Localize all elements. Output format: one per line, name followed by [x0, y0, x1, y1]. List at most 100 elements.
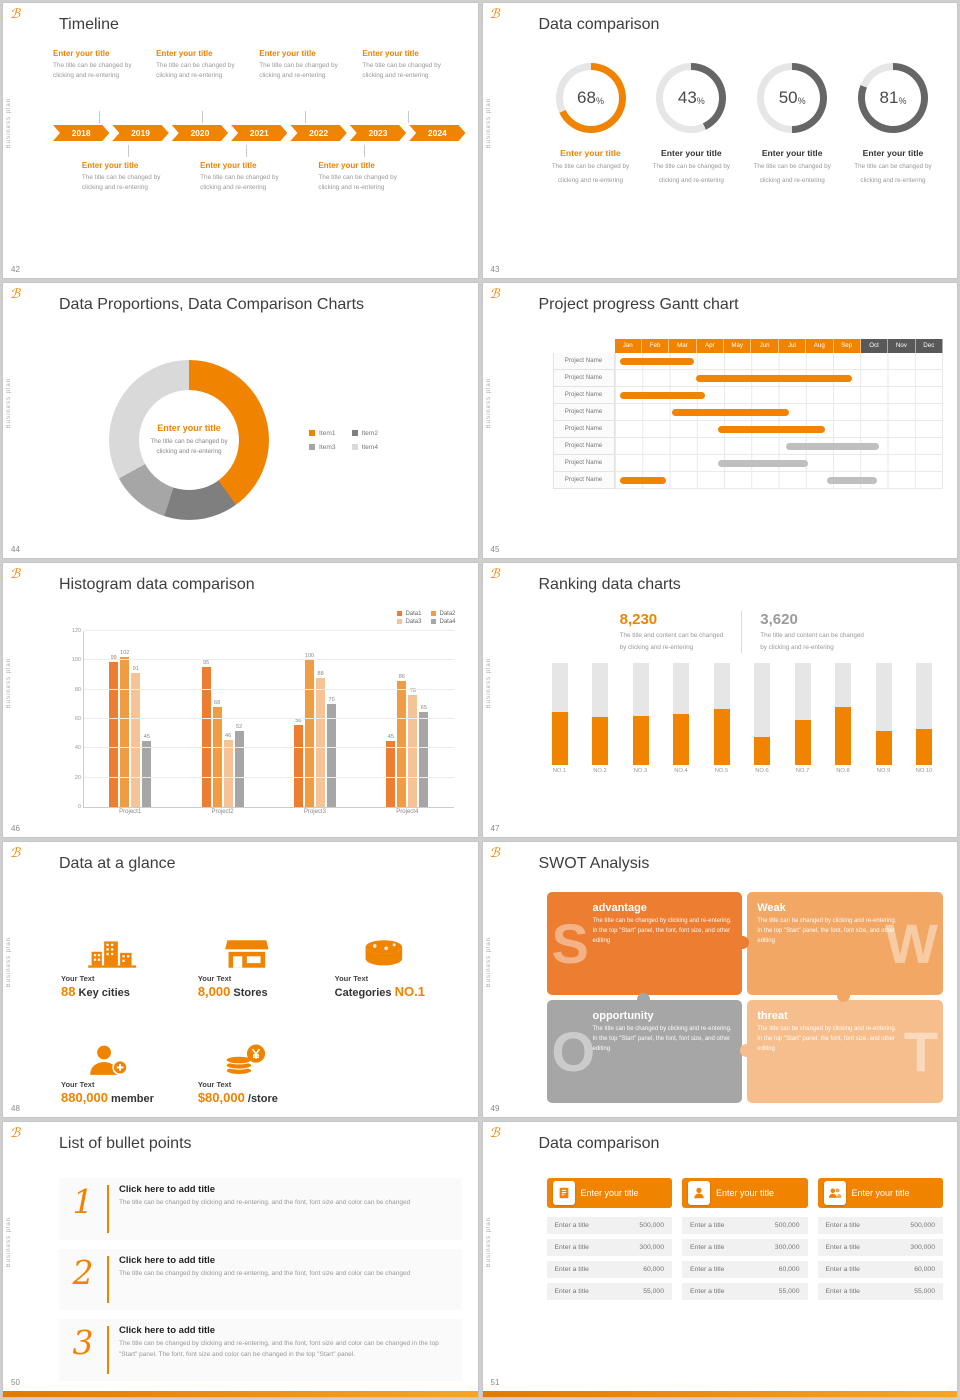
- row-label: Enter a title: [825, 1266, 860, 1274]
- row-label: Enter a title: [690, 1266, 725, 1274]
- slide-title: List of bullet points: [59, 1135, 192, 1153]
- table-row: Enter a title 60,000: [682, 1261, 808, 1279]
- bullet-divider: [107, 1255, 109, 1304]
- bullet-item: 1 Click here to add title The title can be…: [59, 1178, 462, 1240]
- gantt-month: Jan: [614, 338, 642, 353]
- timeline-entry: Enter your title The title can be changed…: [318, 145, 436, 193]
- slide-43-data-comparison[interactable]: ℬ Business plan Data comparison 43 68% En…: [481, 2, 958, 279]
- glance-value: 88 Key cities: [61, 984, 188, 999]
- bar-column: 70: [327, 631, 337, 808]
- rank-label: NO.6: [755, 768, 769, 775]
- glance-value: 8,000 Stores: [198, 984, 325, 999]
- entry-caption: clicking and re-entering: [318, 183, 385, 191]
- swot-text: threat The title can be changed by clicki…: [757, 1010, 897, 1055]
- slide-50-bullets[interactable]: ℬ Business plan List of bullet points 50…: [2, 1121, 479, 1398]
- entry-caption: clicking and re-entering: [259, 71, 326, 79]
- page-number: 46: [11, 824, 20, 834]
- timeline-year-bar: 2018 2019 2020 2021 2022 2023 2024: [53, 125, 466, 141]
- bar-column: 45: [386, 631, 396, 808]
- legend-swatch: [351, 430, 358, 437]
- entry-title: Enter your title: [156, 49, 213, 58]
- bullet-title: Click here to add title: [119, 1184, 216, 1196]
- timeline-bottom-entries: Enter your title The title can be changed…: [82, 145, 437, 193]
- slide-48-data-glance[interactable]: ℬ Business plan Data at a glance 48 Your…: [2, 841, 479, 1119]
- rank-label: NO.8: [836, 768, 850, 775]
- stat-value: 8,230: [619, 610, 658, 628]
- bar-column: 100: [305, 631, 314, 808]
- legend-item: Item3: [309, 444, 336, 451]
- connector-line: [99, 111, 100, 123]
- gantt-row-cells: [614, 454, 943, 472]
- row-value: 55,000: [778, 1288, 800, 1296]
- progress-ring: 81%: [857, 63, 928, 133]
- ring-caption: The title can be changed by: [854, 163, 932, 170]
- entry-caption: The title can be changed by: [81, 174, 161, 181]
- slide-title: Data comparison: [538, 1135, 660, 1153]
- swot-word: Weak: [757, 902, 786, 915]
- rank-label: NO.9: [876, 768, 891, 775]
- side-label: Business plan: [485, 98, 492, 149]
- legend-item: Item2: [351, 430, 378, 437]
- gantt-month: May: [724, 338, 752, 353]
- legend-swatch: [351, 444, 358, 451]
- slide-51-data-comparison-tables[interactable]: ℬ Business plan Data comparison 51 Enter…: [481, 1121, 958, 1398]
- timeline-year: 2019: [112, 125, 168, 141]
- donut-center: Enter your title The title can be change…: [137, 388, 241, 492]
- bar: [142, 741, 152, 808]
- rank-label: NO.10: [915, 768, 933, 775]
- glance-label: Your Text: [197, 973, 232, 983]
- bar: [120, 657, 130, 808]
- entry-caption: clicking and re-entering: [362, 71, 429, 79]
- y-tick-label: 40: [74, 745, 81, 752]
- slide-47-ranking[interactable]: ℬ Business plan Ranking data charts 47 8…: [481, 561, 958, 839]
- x-category-label: Project3: [303, 809, 326, 816]
- bar: [109, 661, 119, 808]
- side-label: Business plan: [6, 98, 12, 149]
- gridline: [84, 718, 454, 719]
- donut-center-caption: The title can be changed by: [150, 438, 228, 446]
- slide-45-gantt[interactable]: ℬ Business plan Project progress Gantt c…: [481, 281, 958, 559]
- row-value: 55,000: [643, 1288, 664, 1296]
- legend-label: Item4: [361, 443, 379, 451]
- gridline: [84, 747, 454, 749]
- bullet-caption: The title can be changed by clicking and…: [119, 1340, 439, 1358]
- gantt-row-label: Project Name: [552, 352, 615, 370]
- histogram-chart: Data1 Data2 Data3 Data4 99 102 91 45 95 68 46 52 56…: [67, 611, 458, 822]
- slide-42-timeline[interactable]: ℬ Business plan Timeline 42 Enter your t…: [2, 2, 479, 279]
- gantt-row-label: Project Name: [552, 386, 615, 404]
- glance-value: $80,000 /store: [198, 1090, 325, 1105]
- bar: [316, 677, 326, 808]
- glance-value-text: Categories: [334, 986, 395, 999]
- rank-fill: [835, 706, 851, 766]
- swot-word: opportunity: [592, 1010, 654, 1023]
- puzzle-nub: [740, 1043, 754, 1057]
- y-tick-label: 80: [74, 686, 81, 693]
- bar-value-label: 46: [225, 732, 232, 739]
- gantt-row: Project Name: [552, 369, 943, 387]
- slide-title: Project progress Gantt chart: [538, 295, 739, 313]
- table-header: Enter your title: [682, 1178, 808, 1209]
- bullet-number: 2: [72, 1252, 94, 1292]
- bar-group: 99 102 91 45: [109, 631, 152, 808]
- bar-column: 99: [109, 631, 119, 808]
- bar-value-label: 99: [110, 654, 117, 661]
- table-row: Enter a title 300,000: [546, 1239, 672, 1257]
- swot-text: advantage The title can be changed by cli…: [593, 902, 733, 947]
- gantt-row-cells: [614, 386, 943, 404]
- brand-logo-icon: ℬ: [489, 566, 500, 582]
- rank-column: NO.3: [628, 663, 654, 774]
- slide-46-histogram[interactable]: ℬ Business plan Histogram data compariso…: [2, 561, 479, 839]
- rank-chart: NO.1 NO.2 NO.3 NO.4 NO.5 NO.6 NO.7 NO.8 NO.9 NO.1…: [547, 663, 938, 774]
- rank-fill: [632, 716, 649, 766]
- slide-44-data-proportions[interactable]: ℬ Business plan Data Proportions, Data C…: [2, 281, 479, 559]
- ring-title: Enter your title: [661, 148, 722, 158]
- gantt-row-label: Project Name: [552, 471, 615, 489]
- bar: [397, 680, 407, 808]
- glance-value-text: member: [108, 1093, 154, 1106]
- glance-label: Your Text: [61, 1080, 95, 1090]
- brand-logo-icon: ℬ: [10, 286, 21, 302]
- bar: [408, 695, 418, 808]
- bar: [201, 667, 211, 808]
- bar-column: 65: [419, 631, 429, 808]
